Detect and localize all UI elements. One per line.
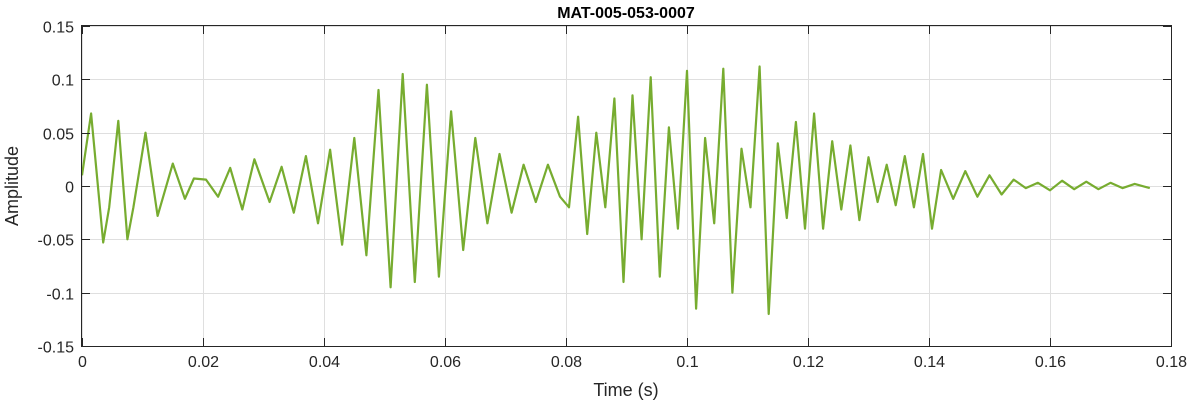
x-tick-label: 0.16 bbox=[1035, 354, 1066, 371]
y-tick-label: 0.05 bbox=[43, 127, 74, 144]
y-tick-label: 0 bbox=[65, 180, 74, 197]
y-axis-label: Amplitude bbox=[2, 146, 22, 226]
y-tick-label: -0.1 bbox=[46, 287, 74, 304]
series-line bbox=[80, 65, 1151, 316]
y-tick-label: 0.1 bbox=[52, 73, 74, 90]
x-tick-label: 0.18 bbox=[1156, 354, 1187, 371]
y-tick-label: 0.15 bbox=[43, 20, 74, 37]
x-axis-label: Time (s) bbox=[593, 380, 658, 400]
x-tick-label: 0.1 bbox=[676, 354, 698, 371]
x-tick-label: 0.14 bbox=[914, 354, 945, 371]
chart-title: MAT-005-053-0007 bbox=[557, 5, 695, 22]
plot-area-border bbox=[81, 25, 1172, 347]
x-tick-label: 0.12 bbox=[793, 354, 824, 371]
y-tick-label: -0.05 bbox=[38, 233, 75, 250]
x-tick-label: 0.04 bbox=[309, 354, 340, 371]
x-tick-label: 0.06 bbox=[430, 354, 461, 371]
x-tick-label: 0.08 bbox=[551, 354, 582, 371]
x-tick-label: 0 bbox=[78, 354, 87, 371]
series-layer bbox=[80, 65, 1151, 316]
ticks: 0 0.02 0.04 0.06 0.08 0.1 0.12 0.14 0.16 0.18 -0.1… bbox=[38, 20, 1188, 372]
y-tick-label: -0.15 bbox=[38, 340, 75, 357]
x-tick-label: 0.02 bbox=[188, 354, 219, 371]
